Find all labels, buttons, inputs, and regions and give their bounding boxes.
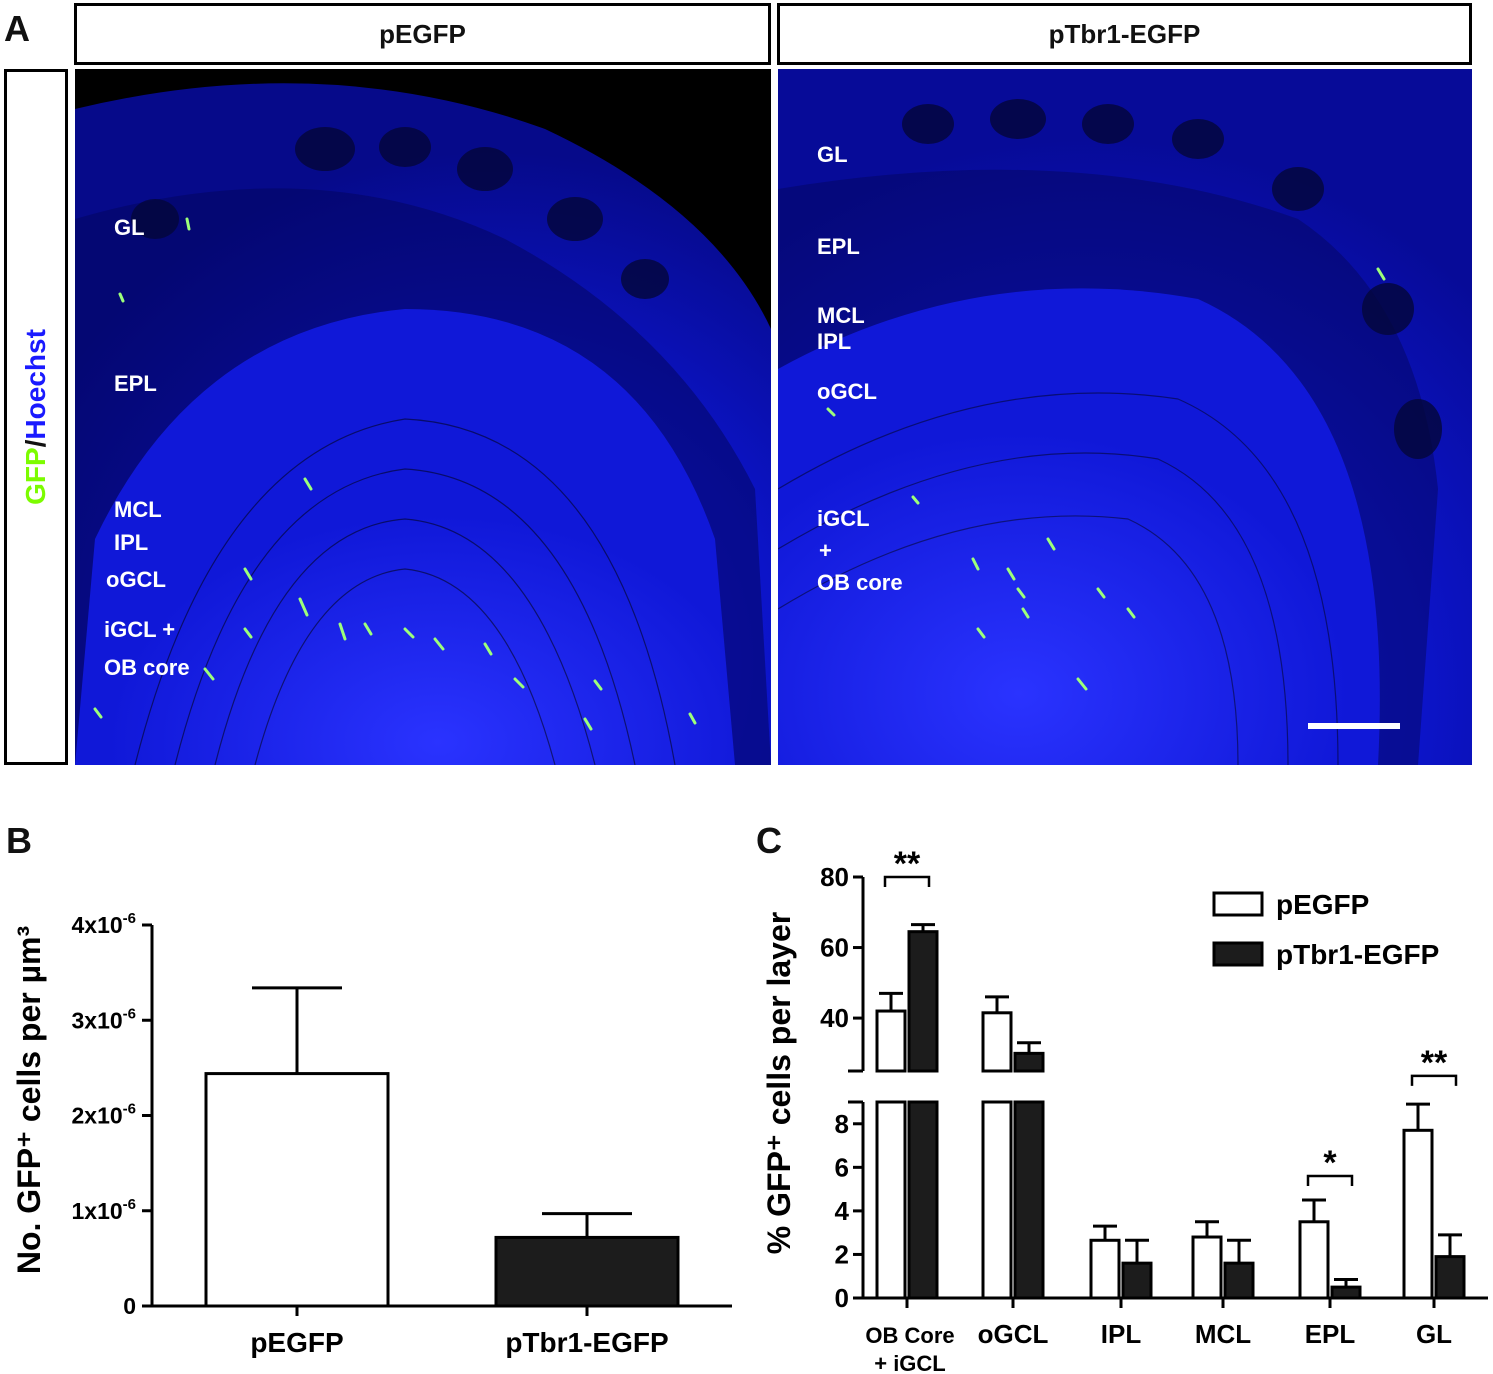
panel-a-letter: A bbox=[4, 8, 30, 49]
chart-c-legend-label: pEGFP bbox=[1276, 889, 1369, 920]
chart-c-bar bbox=[1402, 1128, 1434, 1300]
chart-c-legend-swatch bbox=[1212, 891, 1264, 917]
chart-c-bar bbox=[1434, 1255, 1466, 1300]
micrograph-pegfp-drawing bbox=[75, 83, 771, 765]
header-pegfp: pEGFP bbox=[74, 3, 771, 65]
micrograph-ptbr1-egfp-drawing bbox=[778, 69, 1472, 765]
chart-c-bar-upper bbox=[1013, 1051, 1045, 1073]
chart-c-significance-label: ** bbox=[894, 845, 921, 883]
chart-c-significance-label: * bbox=[1323, 1144, 1337, 1182]
label-left-epl: EPL bbox=[114, 371, 157, 396]
chart-c-bar bbox=[1089, 1238, 1121, 1300]
chart-c-legend-swatch bbox=[1212, 941, 1264, 967]
chart-c-bar bbox=[981, 1100, 1013, 1300]
label-right-ipl: IPL bbox=[817, 329, 852, 354]
chart-b-y-tick-label: 0 bbox=[123, 1293, 136, 1319]
chart-c-bar bbox=[1191, 1235, 1223, 1300]
label-left-ipl: IPL bbox=[114, 530, 149, 555]
scale-bar bbox=[1308, 723, 1400, 729]
micrograph-ptbr1-egfp: GL EPL MCL IPL oGCL iGCL + OB core bbox=[778, 69, 1472, 765]
chart-b: 0 1x10-6 2x10-6 3x10-6 4x10-6 pEGFP pTbr1-EGFP… bbox=[11, 910, 732, 1358]
chart-c-x-tick-label: OB Core bbox=[865, 1323, 954, 1348]
label-right-mcl: MCL bbox=[817, 303, 865, 328]
label-left-gl: GL bbox=[114, 215, 145, 240]
chart-c-legend-label: pTbr1-EGFP bbox=[1276, 939, 1439, 970]
chart-c-y-tick-label: 60 bbox=[820, 933, 849, 963]
chart-b-y-tick-label: 3x10-6 bbox=[71, 1005, 136, 1033]
chart-c: 40 60 80 0 2 4 6 8 OB Core + iGCL oGCL IPL MCL EPL GL *… bbox=[761, 845, 1488, 1374]
label-right-ob-core: OB core bbox=[817, 570, 903, 595]
chart-c-y-tick-label: 0 bbox=[835, 1283, 849, 1313]
label-left-ob-core: OB core bbox=[104, 655, 190, 680]
chart-c-bar bbox=[907, 1100, 939, 1300]
label-right-epl: EPL bbox=[817, 234, 860, 259]
micrograph-pegfp: GL EPL MCL IPL oGCL iGCL + OB core bbox=[75, 69, 771, 765]
chart-c-x-tick-label: oGCL bbox=[978, 1319, 1049, 1349]
header-ptbr1-egfp: pTbr1-EGFP bbox=[777, 3, 1472, 65]
chart-c-x-tick-label: IPL bbox=[1101, 1319, 1142, 1349]
chart-c-bar bbox=[1013, 1100, 1045, 1300]
chart-c-x-tick-label: GL bbox=[1416, 1319, 1452, 1349]
chart-b-y-axis-label: No. GFP⁺ cells per µm³ bbox=[11, 926, 47, 1274]
chart-c-significance-bracket bbox=[883, 875, 931, 887]
label-right-gl: GL bbox=[817, 142, 848, 167]
stain-label: GFP/Hoechst bbox=[20, 329, 52, 505]
chart-b-y-tick-label: 1x10-6 bbox=[71, 1196, 136, 1224]
chart-c-y-tick-label: 6 bbox=[835, 1152, 849, 1182]
panel-b-letter: B bbox=[6, 820, 32, 861]
chart-c-y-tick-label: 4 bbox=[835, 1196, 850, 1226]
chart-c-significance-label: ** bbox=[1421, 1044, 1448, 1082]
chart-c-bar-upper bbox=[875, 1009, 907, 1073]
chart-c-significance-bracket bbox=[1306, 1174, 1354, 1187]
label-right-igcl: iGCL bbox=[817, 506, 870, 531]
chart-c-y-tick-label: 2 bbox=[835, 1239, 849, 1269]
chart-c-y-tick-label: 40 bbox=[820, 1003, 849, 1033]
chart-c-bar-upper bbox=[907, 930, 939, 1073]
chart-c-significance-bracket bbox=[1410, 1074, 1458, 1086]
label-left-igcl: iGCL + bbox=[104, 617, 176, 642]
chart-c-y-axis-label: % GFP⁺ cells per layer bbox=[761, 912, 797, 1254]
label-right-ogcl: oGCL bbox=[817, 379, 877, 404]
chart-c-y-tick-label: 8 bbox=[835, 1109, 849, 1139]
stain-label-gfp: GFP bbox=[20, 447, 51, 505]
stain-label-box: GFP/Hoechst bbox=[4, 69, 68, 765]
label-left-mcl: MCL bbox=[114, 497, 162, 522]
chart-c-x-tick-label: + iGCL bbox=[874, 1351, 946, 1374]
chart-c-x-tick-label: MCL bbox=[1195, 1319, 1251, 1349]
chart-b-y-tick-label: 4x10-6 bbox=[71, 910, 136, 938]
panel-c-letter: C bbox=[756, 820, 782, 861]
chart-c-bar-upper bbox=[981, 1011, 1013, 1073]
chart-b-y-tick-label: 2x10-6 bbox=[71, 1101, 136, 1129]
chart-c-bar bbox=[1223, 1261, 1255, 1300]
chart-c-y-tick-label: 80 bbox=[820, 862, 849, 892]
label-right-plus: + bbox=[819, 538, 832, 563]
chart-b-bar bbox=[494, 1235, 680, 1308]
chart-c-bar bbox=[1298, 1220, 1330, 1300]
stain-label-separator: / bbox=[20, 439, 51, 448]
chart-c-bar bbox=[1330, 1285, 1362, 1300]
chart-b-x-tick-label: pTbr1-EGFP bbox=[505, 1327, 668, 1358]
chart-c-x-tick-label: EPL bbox=[1305, 1319, 1356, 1349]
chart-b-x-tick-label: pEGFP bbox=[250, 1327, 343, 1358]
chart-b-bar bbox=[204, 1072, 390, 1308]
chart-c-bar bbox=[875, 1100, 907, 1300]
stain-label-hoechst: Hoechst bbox=[20, 329, 51, 440]
label-left-ogcl: oGCL bbox=[106, 567, 166, 592]
chart-c-bar bbox=[1121, 1261, 1153, 1300]
